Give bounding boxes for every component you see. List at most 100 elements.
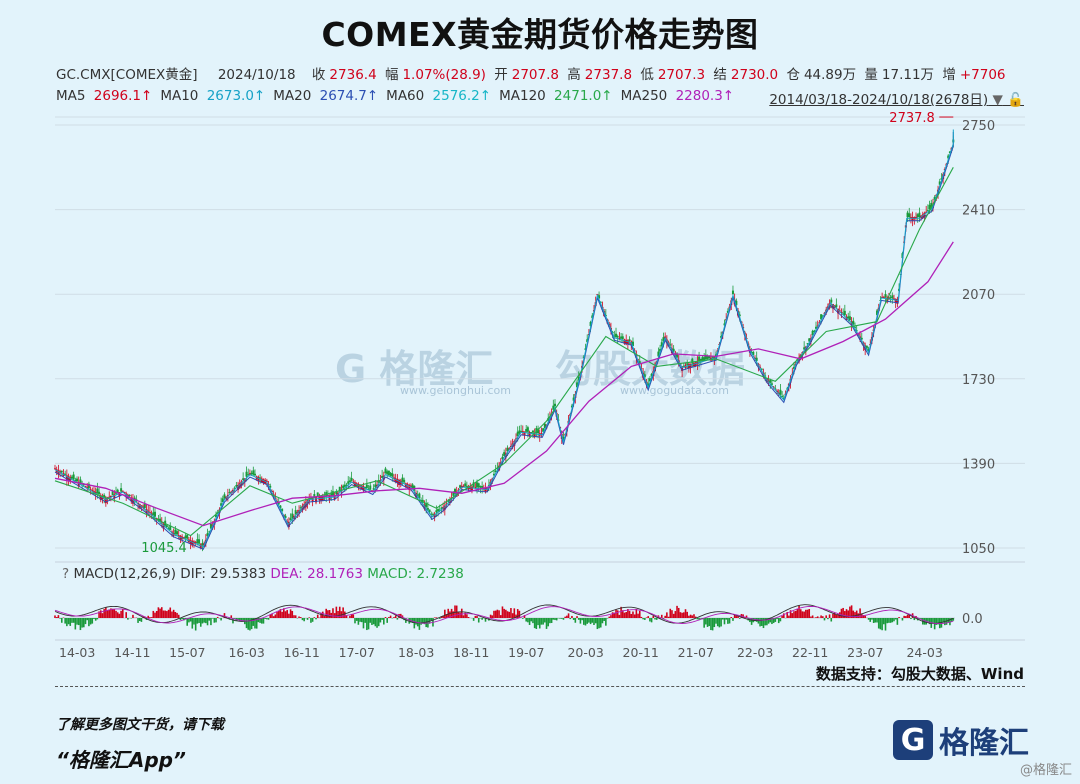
- candle-body: [911, 217, 914, 221]
- candle-body: [881, 296, 884, 298]
- candle-body: [196, 539, 199, 544]
- candle-body: [562, 436, 565, 442]
- candle-body: [425, 503, 428, 508]
- candle-body: [299, 507, 302, 509]
- y-tick-label: 2070: [962, 288, 995, 303]
- candle-body: [484, 488, 487, 493]
- candle-body: [403, 479, 406, 483]
- candle-body: [352, 481, 355, 483]
- candle-body: [303, 504, 306, 509]
- candle-body: [96, 488, 99, 494]
- candle-body: [864, 345, 867, 350]
- candle-body: [598, 295, 601, 299]
- candle-body: [230, 491, 233, 493]
- candle-body: [477, 483, 480, 488]
- candle-body: [618, 337, 621, 339]
- candle-body: [194, 542, 197, 544]
- candle-body: [240, 481, 243, 486]
- candle-body: [948, 151, 951, 154]
- candle-body: [54, 468, 56, 470]
- x-tick-label: 22-03: [737, 645, 773, 660]
- x-tick-label: 17-07: [339, 645, 375, 660]
- candle-body: [177, 535, 180, 537]
- candle-body: [479, 485, 482, 488]
- candle-body: [320, 497, 323, 501]
- candle-body: [828, 303, 831, 309]
- candle-body: [755, 357, 758, 361]
- candle-body: [191, 540, 194, 546]
- candle-body: [599, 301, 602, 303]
- x-tick-label: 23-07: [847, 645, 883, 660]
- candle-body: [428, 509, 431, 513]
- candle-body: [506, 447, 509, 451]
- lock-icon[interactable]: 🔓: [1002, 92, 1024, 108]
- change-label: 幅: [384, 67, 399, 83]
- candle-body: [726, 310, 729, 313]
- candle-body: [542, 428, 545, 432]
- candle-body: [350, 477, 353, 481]
- macd-zero-label: 0.0: [962, 612, 983, 627]
- candle-body: [520, 430, 523, 432]
- candle-body: [148, 512, 151, 514]
- candle-body: [735, 300, 738, 306]
- candle-body: [537, 428, 540, 434]
- candle-body: [437, 509, 440, 512]
- candle-body: [887, 297, 890, 299]
- candle-body: [392, 477, 395, 479]
- candle-body: [116, 489, 119, 494]
- dropdown-icon[interactable]: ▼: [988, 92, 1003, 108]
- candle-body: [892, 298, 895, 300]
- candle-body: [394, 478, 397, 483]
- candle-body: [237, 484, 240, 490]
- candle-body: [257, 477, 260, 482]
- quote-date: 2024/10/18: [217, 67, 296, 83]
- low-label: 低: [640, 67, 654, 83]
- candle-body: [328, 496, 331, 500]
- candle-body: [170, 531, 173, 533]
- candle-body: [554, 403, 556, 407]
- candle-body: [699, 358, 702, 361]
- candle-body: [160, 522, 163, 524]
- candle-body: [384, 468, 387, 474]
- candle-body: [443, 505, 446, 510]
- candle-body: [330, 493, 333, 497]
- candle-body: [489, 481, 492, 487]
- candle-body: [615, 333, 618, 337]
- candle-body: [279, 505, 282, 508]
- candle-body: [926, 210, 929, 212]
- candle-body: [411, 484, 414, 489]
- candle-body: [643, 374, 646, 378]
- candle-body: [523, 431, 526, 436]
- settle-value: 2730.0: [730, 67, 779, 83]
- candle-body: [396, 479, 399, 483]
- candle-body: [774, 388, 777, 390]
- date-range-selector[interactable]: 2014/03/18-2024/10/18(2678日) ▼ 🔓: [769, 88, 1024, 108]
- candle-body: [404, 483, 407, 488]
- candle-body: [304, 502, 307, 508]
- candle-body: [650, 373, 653, 377]
- candle-body: [154, 511, 156, 517]
- candle-body: [284, 515, 287, 519]
- candle-body: [176, 531, 179, 535]
- candle-body: [906, 212, 909, 218]
- corner-tag: @格隆汇: [1019, 763, 1072, 778]
- x-tick-label: 24-03: [906, 645, 942, 660]
- candle-body: [535, 428, 538, 433]
- candle-body: [147, 510, 150, 512]
- candle-body: [223, 494, 226, 499]
- candle-body: [152, 512, 155, 516]
- candle-body: [121, 490, 124, 492]
- macd-header: ? MACD(12,26,9) DIF: 29.5383 DEA: 28.176…: [62, 566, 464, 582]
- gelonghui-logo: G 格隆汇: [893, 718, 1029, 762]
- candle-body: [687, 364, 690, 369]
- candle-body: [660, 342, 663, 347]
- candle-body: [925, 211, 928, 213]
- ma-value-ma5: 2696.1↑: [93, 88, 153, 104]
- ma-label-ma20: MA20: [273, 88, 316, 104]
- vol-label: 量: [864, 67, 878, 83]
- candle-body: [470, 486, 473, 492]
- x-tick-label: 14-11: [114, 645, 150, 660]
- candle-body: [128, 494, 131, 497]
- candle-body: [289, 518, 292, 521]
- candle-body: [723, 323, 726, 326]
